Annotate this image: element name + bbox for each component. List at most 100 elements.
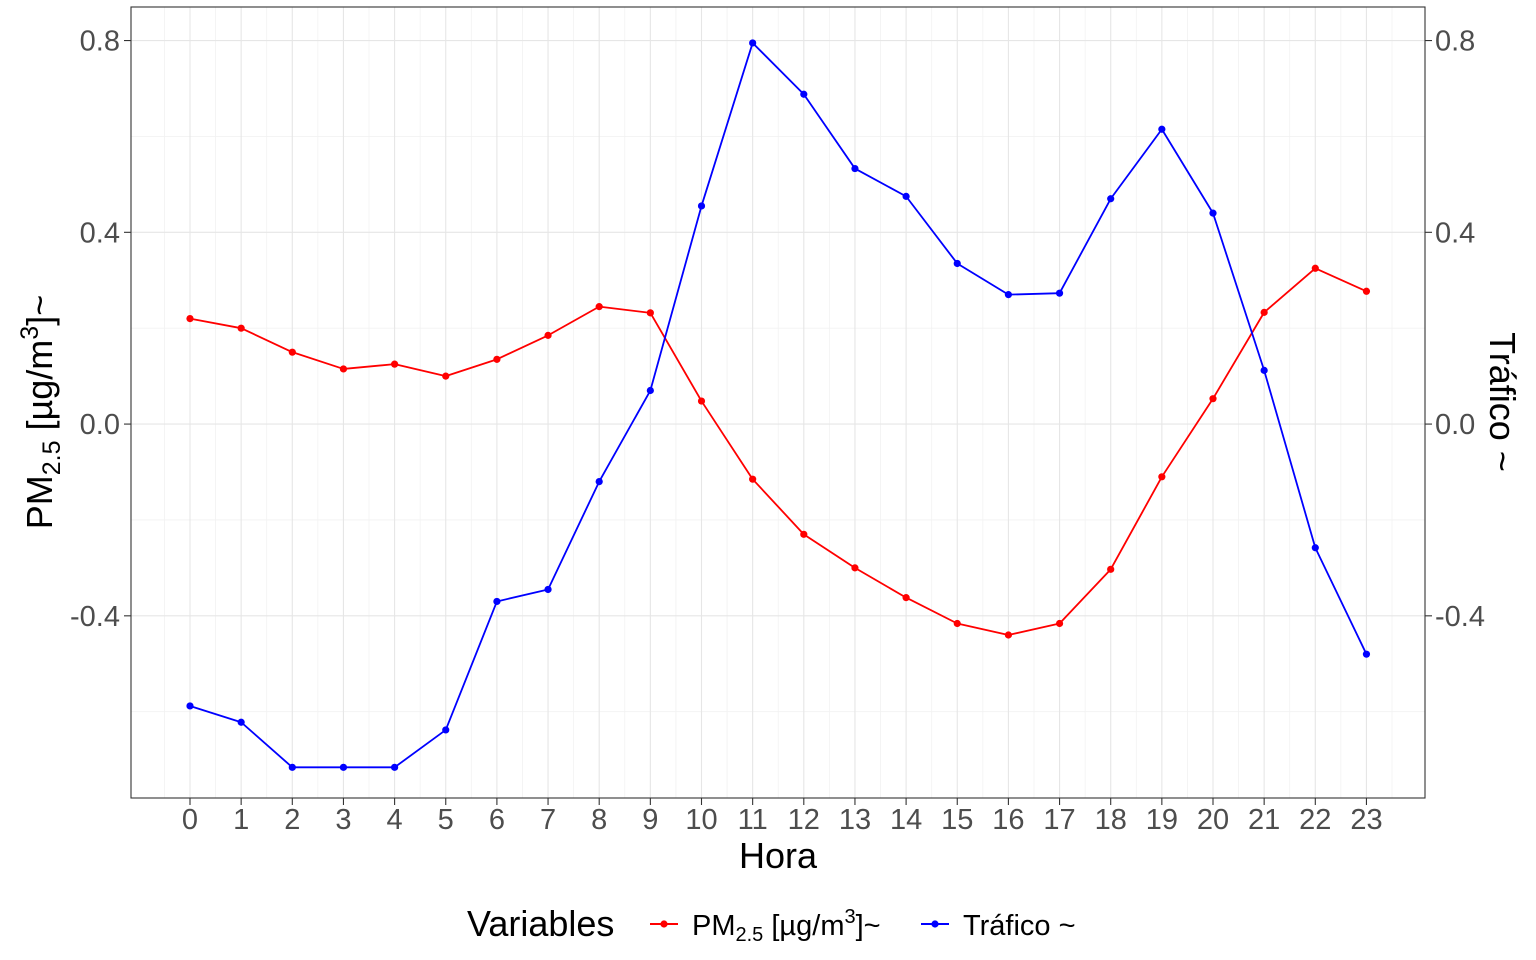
data-point-trafico <box>902 192 910 200</box>
data-point-trafico <box>697 202 706 210</box>
y-right-tick-label: -0.4 <box>1435 601 1485 633</box>
y-left-tick-label: -0.4 <box>70 601 120 633</box>
data-point-pm25 <box>595 303 603 311</box>
y-left-ticks: 0.8 0.4 0.0 -0.4 <box>70 26 131 633</box>
data-point-trafico <box>1311 544 1319 552</box>
x-tick-label: 1 <box>233 804 249 836</box>
y-left-title-base: PM <box>19 475 60 529</box>
data-point-trafico <box>1004 291 1013 299</box>
series-lines <box>189 42 1368 769</box>
series-line-trafico <box>189 42 1368 769</box>
x-tick-label: 19 <box>1146 804 1178 836</box>
data-point-pm25 <box>800 530 808 538</box>
legend-title: Variables <box>467 903 614 944</box>
data-point-pm25 <box>1004 631 1013 639</box>
data-point-pm25 <box>237 324 245 332</box>
data-point-trafico <box>595 478 603 486</box>
data-point-pm25 <box>1260 308 1268 316</box>
x-tick-label: 12 <box>788 804 820 836</box>
series-points <box>186 39 1371 771</box>
data-point-trafico <box>391 763 399 771</box>
data-point-pm25 <box>646 309 654 317</box>
data-point-pm25 <box>186 315 194 323</box>
data-point-pm25 <box>851 564 859 572</box>
y-left-title-unit-open: [µg/m <box>19 340 60 441</box>
data-point-trafico <box>1107 195 1115 203</box>
data-point-pm25 <box>1209 395 1217 403</box>
x-tick-label: 23 <box>1350 804 1382 836</box>
y-left-tick-label: 0.0 <box>80 409 120 441</box>
series-line-pm25 <box>189 267 1367 636</box>
x-tick-label: 8 <box>591 804 607 836</box>
data-point-trafico <box>237 718 245 726</box>
x-tick-label: 3 <box>335 804 351 836</box>
legend-pm25-unit-open: [µg/m <box>763 910 844 942</box>
x-tick-label: 14 <box>890 804 922 836</box>
legend-label-trafico: Tráfico ~ <box>963 910 1076 942</box>
legend: Variables PM2.5 [µg/m3]~ Tráfico ~ <box>467 903 1076 946</box>
legend-pm25-sub: 2.5 <box>736 924 764 946</box>
data-point-trafico <box>288 763 296 771</box>
x-tick-label: 2 <box>284 804 300 836</box>
data-point-pm25 <box>339 365 348 373</box>
grid-minor <box>131 7 1425 798</box>
data-point-pm25 <box>953 619 961 628</box>
legend-pm25-unit-close: ]~ <box>856 910 881 942</box>
x-tick-label: 7 <box>540 804 556 836</box>
y-right-tick-label: 0.8 <box>1435 26 1475 58</box>
plot-panel-border <box>130 6 1426 799</box>
data-point-pm25 <box>749 475 757 483</box>
data-point-pm25 <box>544 331 552 339</box>
x-tick-label: 13 <box>839 804 871 836</box>
data-point-trafico <box>1209 209 1217 217</box>
data-point-pm25 <box>1362 287 1371 295</box>
y-left-tick-label: 0.8 <box>80 26 120 58</box>
data-point-trafico <box>1055 289 1064 297</box>
legend-key-trafico-point <box>931 920 939 928</box>
legend-pm25-sup: 3 <box>844 906 855 928</box>
y-left-axis-title: PM2.5 [µg/m3]~ <box>16 295 66 529</box>
x-tick-label: 6 <box>489 804 505 836</box>
grid-major <box>131 7 1425 798</box>
x-tick-label: 9 <box>642 804 658 836</box>
legend-pm25-base: PM <box>692 910 736 942</box>
data-point-pm25 <box>442 372 450 380</box>
x-tick-label: 0 <box>182 804 198 836</box>
x-tick-label: 16 <box>992 804 1024 836</box>
data-point-trafico <box>646 386 654 395</box>
legend-label-pm25: PM2.5 [µg/m3]~ <box>692 906 881 946</box>
data-point-trafico <box>1362 650 1371 658</box>
y-left-title-unit-close: ]~ <box>19 295 60 326</box>
x-tick-label: 18 <box>1095 804 1127 836</box>
data-point-pm25 <box>288 348 296 356</box>
legend-key-pm25-point <box>660 920 668 928</box>
data-point-pm25 <box>1158 473 1166 481</box>
data-point-pm25 <box>697 397 706 405</box>
x-tick-label: 4 <box>387 804 403 836</box>
data-point-trafico <box>442 726 450 734</box>
data-point-trafico <box>493 597 501 606</box>
y-right-axis-title: Tráfico ~ <box>1482 332 1523 472</box>
x-tick-label: 17 <box>1043 804 1075 836</box>
y-right-ticks: 0.8 0.4 0.0 -0.4 <box>1425 26 1485 633</box>
y-left-title-sub: 2.5 <box>38 440 66 475</box>
data-point-trafico <box>339 763 348 771</box>
y-left-title-sup: 3 <box>16 326 44 340</box>
data-point-pm25 <box>493 355 501 363</box>
data-point-pm25 <box>1055 619 1064 628</box>
x-tick-label: 10 <box>685 804 717 836</box>
data-point-trafico <box>800 90 808 98</box>
data-point-trafico <box>186 702 194 710</box>
x-tick-label: 11 <box>738 804 768 836</box>
y-right-tick-label: 0.0 <box>1435 409 1475 441</box>
data-point-trafico <box>851 164 859 173</box>
data-point-trafico <box>749 39 757 47</box>
x-tick-label: 22 <box>1299 804 1331 836</box>
data-point-pm25 <box>391 360 399 368</box>
data-point-trafico <box>544 585 552 594</box>
x-tick-label: 20 <box>1197 804 1229 836</box>
y-left-tick-label: 0.4 <box>80 217 120 249</box>
data-point-pm25 <box>902 594 910 602</box>
x-tick-label: 5 <box>438 804 454 836</box>
